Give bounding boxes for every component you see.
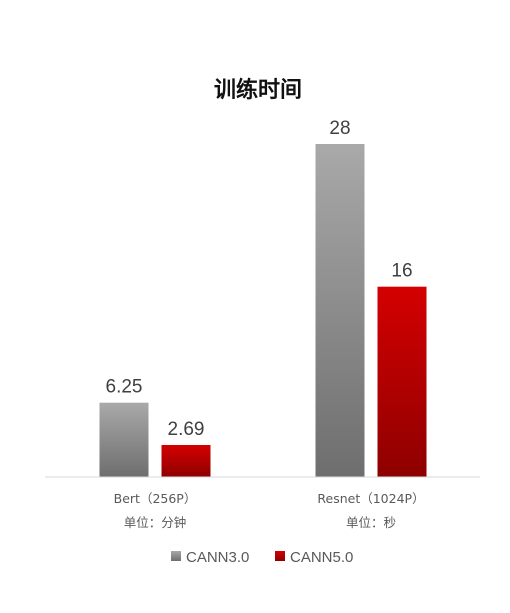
category-label-resnet: Resnet（1024P） bbox=[317, 491, 424, 506]
legend-label-cann5: CANN5.0 bbox=[290, 549, 353, 566]
bar-resnet-cann5 bbox=[377, 286, 427, 477]
category-label-bert: Bert（256P） bbox=[114, 491, 197, 506]
bars-group bbox=[99, 144, 427, 477]
value-label-bert-cann5: 2.69 bbox=[168, 419, 205, 440]
legend-swatch-cann5 bbox=[275, 551, 285, 561]
legend-swatch-cann3 bbox=[171, 551, 181, 561]
unit-label-bert: 单位：分钟 bbox=[124, 515, 187, 530]
legend: CANN3.0 CANN5.0 bbox=[171, 549, 353, 566]
bar-bert-cann3 bbox=[99, 402, 149, 477]
value-labels-group: 6.25 28 2.69 16 bbox=[106, 118, 413, 440]
bar-bert-cann5 bbox=[161, 445, 211, 477]
value-label-resnet-cann5: 16 bbox=[391, 261, 412, 282]
bar-resnet-cann3 bbox=[315, 144, 365, 477]
legend-label-cann3: CANN3.0 bbox=[186, 549, 249, 566]
value-label-resnet-cann3: 28 bbox=[329, 118, 350, 139]
unit-label-resnet: 单位：秒 bbox=[346, 515, 396, 530]
value-label-bert-cann3: 6.25 bbox=[106, 377, 143, 398]
chart-title: 训练时间 bbox=[214, 77, 302, 103]
